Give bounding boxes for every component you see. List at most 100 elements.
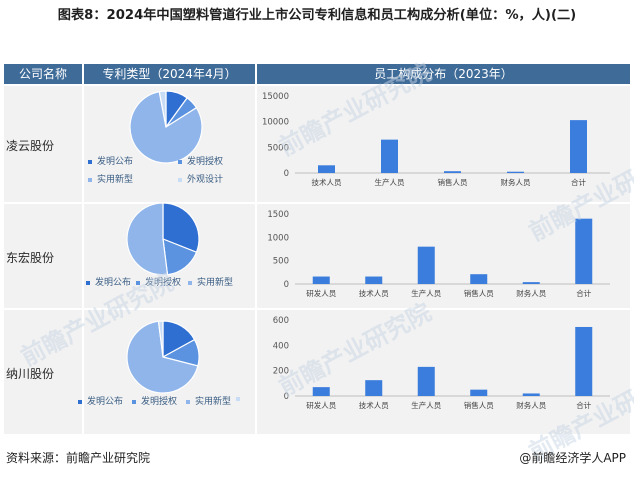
pie-slice [129, 90, 203, 164]
table-row: 凌云股份 [4, 86, 630, 202]
legend-item: 发明授权 [132, 394, 177, 407]
bar [312, 387, 330, 396]
bar [570, 120, 587, 173]
company-name: 东宏股份 [6, 251, 55, 265]
legend-swatch [86, 280, 90, 285]
bar [417, 246, 435, 284]
pie-slice [158, 90, 167, 128]
x-tick-label: 研发人员 [306, 288, 336, 298]
x-tick-label: 销售人员 [464, 400, 494, 410]
x-tick-label: 销售人员 [438, 177, 468, 187]
legend-swatch [78, 399, 82, 404]
legend-label: 发明公布 [87, 397, 124, 407]
x-tick-label: 销售人员 [464, 288, 494, 298]
y-tick-label: 200 [273, 367, 289, 377]
credit-note: @前瞻经济学人APP [519, 451, 626, 465]
x-tick-label: 财务人员 [501, 177, 531, 187]
legend-label: 外观设计 [187, 175, 224, 185]
cell-divider [82, 86, 84, 202]
legend-swatch [236, 396, 240, 401]
y-tick-label: 0 [284, 169, 289, 179]
legend-swatch [88, 159, 92, 164]
y-tick-label: 0 [284, 280, 289, 290]
legend-label: 实用新型 [195, 397, 232, 407]
cell-divider [255, 204, 257, 308]
x-tick-label: 生产人员 [411, 400, 441, 410]
legend-label: 实用新型 [97, 175, 134, 185]
bar [444, 171, 461, 173]
legend-item: 外观设计 [178, 172, 223, 185]
bar [507, 171, 524, 173]
table-row: 东宏股份 [4, 204, 630, 308]
table-row: 纳川股份 [4, 310, 630, 434]
bar [522, 393, 540, 396]
y-tick-label: 0 [284, 392, 289, 402]
pie-slice [162, 202, 200, 254]
bar [365, 276, 383, 284]
legend-item: 发明公布 [86, 275, 131, 288]
x-tick-label: 生产人员 [375, 177, 405, 187]
legend-swatch [88, 177, 92, 182]
company-name: 凌云股份 [6, 139, 55, 153]
bar [575, 326, 593, 396]
bar [470, 389, 488, 396]
company-name: 纳川股份 [6, 367, 55, 381]
x-tick-label: 技术人员 [359, 288, 389, 298]
bar [522, 282, 540, 284]
bar [312, 276, 330, 284]
page-title: 图表8：2024年中国塑料管道行业上市公司专利信息和员工构成分析(单位：%，人)… [0, 6, 634, 26]
legend-swatch [186, 399, 190, 404]
legend-label: 发明公布 [95, 278, 132, 288]
y-tick-label: 1500 [267, 210, 289, 220]
legend-item: 发明公布 [78, 394, 123, 407]
bar [381, 139, 398, 173]
y-tick-label: 600 [273, 316, 289, 326]
x-tick-label: 财务人员 [516, 400, 546, 410]
legend-swatch [132, 399, 136, 404]
y-tick-label: 15000 [262, 92, 289, 102]
legend-item: 发明公布 [88, 154, 133, 167]
bar [470, 274, 488, 284]
x-tick-label: 生产人员 [411, 288, 441, 298]
title-text: 图表8：2024年中国塑料管道行业上市公司专利信息和员工构成分析(单位：%，人)… [57, 8, 577, 23]
pie-slice [157, 320, 164, 358]
y-tick-label: 400 [273, 341, 289, 351]
y-tick-label: 500 [273, 257, 289, 267]
cell-divider [255, 310, 257, 434]
y-tick-label: 5000 [267, 143, 289, 153]
legend-item: 发明授权 [178, 154, 223, 167]
header-staff: 员工构成分布（2023年） [257, 64, 630, 84]
cell-divider [255, 86, 257, 202]
legend-label: 发明授权 [141, 397, 178, 407]
legend-item: 实用新型 [186, 394, 231, 407]
data-table: 公司名称 专利类型（2024年4月） 员工构成分布（2023年） 凌云股份 东宏… [4, 64, 630, 434]
x-tick-label: 技术人员 [312, 177, 342, 187]
legend-item: 实用新型 [188, 275, 233, 288]
legend-swatch [178, 159, 182, 164]
legend-label: 发明公布 [97, 157, 134, 167]
cell-divider [82, 310, 84, 434]
y-tick-label: 1000 [267, 233, 289, 243]
source-note: 资料来源：前瞻产业研究院 [6, 451, 151, 465]
legend-label: 发明授权 [187, 157, 224, 167]
x-tick-label: 研发人员 [306, 400, 336, 410]
legend-swatch [136, 280, 140, 285]
legend-item [236, 394, 245, 404]
x-tick-label: 合计 [571, 177, 586, 187]
legend-swatch [188, 280, 192, 285]
legend-item: 发明授权 [136, 275, 181, 288]
pie-slice [126, 320, 199, 394]
legend-label: 发明授权 [145, 278, 182, 288]
legend-label: 实用新型 [197, 278, 234, 288]
x-tick-label: 技术人员 [359, 400, 389, 410]
x-tick-label: 财务人员 [516, 288, 546, 298]
header-company: 公司名称 [4, 64, 82, 84]
header-patent: 专利类型（2024年4月） [84, 64, 255, 84]
x-tick-label: 合计 [576, 288, 591, 298]
y-tick-label: 10000 [262, 118, 289, 128]
pie-slice [126, 202, 169, 276]
x-tick-label: 合计 [576, 400, 591, 410]
bar [575, 218, 593, 284]
legend-swatch [178, 177, 182, 182]
